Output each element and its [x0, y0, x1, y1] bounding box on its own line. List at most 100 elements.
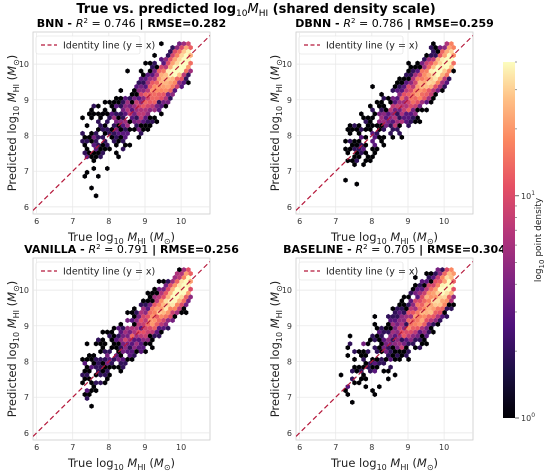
- hexbin-cell: [383, 123, 389, 129]
- hexbin-cell: [449, 290, 454, 296]
- panel-title: BASELINE - R2 = 0.705 | RMSE=0.304: [283, 243, 506, 256]
- hexbin-cell: [424, 84, 429, 90]
- hexbin-cell: [107, 356, 112, 362]
- hexbin-cell: [406, 115, 411, 121]
- hexbin-cell: [125, 68, 130, 74]
- hexbin-cell: [413, 80, 418, 86]
- hexbin-cell: [408, 95, 414, 101]
- hexbin-cell: [446, 271, 452, 277]
- hexbin-cell: [408, 290, 414, 296]
- x-tick-label: 9: [405, 443, 410, 452]
- x-tick-label: 10: [176, 217, 186, 226]
- hexbin-cell: [417, 95, 423, 101]
- hexbin-cell: [102, 341, 108, 347]
- hexbin-cell: [89, 107, 94, 113]
- hexbin-cell: [102, 130, 108, 136]
- hexbin-cell: [388, 364, 393, 370]
- hexbin-cell: [82, 376, 88, 382]
- hexbin-cell: [114, 134, 119, 140]
- hexbin-cell: [444, 282, 450, 288]
- hexbin-cell: [89, 364, 94, 370]
- hexbin-cell: [440, 306, 445, 312]
- hexbin-cell: [408, 103, 414, 109]
- hexbin-cell: [381, 142, 387, 148]
- hexbin-cell: [114, 126, 119, 133]
- hexbin-cell: [168, 282, 173, 288]
- hexbin-cell: [152, 325, 157, 331]
- hexbin-cell: [147, 84, 153, 90]
- hexbin-cell: [145, 337, 151, 343]
- hexbin-cell: [138, 107, 144, 113]
- hexbin-cell: [395, 345, 400, 351]
- hexbin-cell: [186, 274, 191, 281]
- hexbin-cell: [89, 185, 94, 191]
- hexbin-cell: [442, 294, 447, 300]
- hexbin-cell: [406, 107, 411, 113]
- hexbin-cell: [163, 313, 169, 320]
- panel-baseline: Identity line (y = x) BASELINE - R2 = 0.7…: [268, 243, 506, 472]
- hexbin-cell: [181, 298, 187, 304]
- hexbin-cell: [374, 130, 380, 136]
- hexbin-cell: [138, 84, 144, 90]
- hexbin-cell: [370, 138, 375, 144]
- hexbin-cell: [428, 84, 434, 90]
- hexbin-cell: [145, 126, 151, 133]
- hexbin-cell: [377, 384, 382, 390]
- hexbin-cell: [426, 282, 432, 288]
- hexbin-cell: [143, 91, 148, 97]
- hexbin-cell: [379, 115, 384, 121]
- hexbin-cell: [168, 56, 173, 62]
- hexbin-cell: [96, 111, 101, 117]
- hexbin-cell: [401, 333, 407, 339]
- hexbin-cell: [165, 68, 171, 74]
- hexbin-cell: [181, 290, 187, 296]
- hexbin-cell: [442, 76, 447, 82]
- hexbin-cell: [406, 302, 411, 308]
- hexbin-cell: [406, 84, 411, 90]
- hexbin-cell: [392, 349, 398, 355]
- hexbin-cell: [426, 313, 432, 320]
- hexbin-cell: [352, 154, 357, 160]
- hexbin-cell: [395, 95, 400, 101]
- hexbin-cell: [152, 99, 157, 105]
- hexbin-cell: [408, 329, 414, 335]
- hexbin-cell: [181, 306, 187, 312]
- hexbin-cell: [377, 360, 382, 366]
- panel-dbnn: Identity line (y = x) DBNN - R2 = 0.786 |…: [268, 17, 494, 246]
- x-tick-label: 10: [439, 443, 449, 452]
- hexbin-cell: [444, 72, 450, 78]
- hexbin-cell: [141, 298, 146, 304]
- hexbin-cell: [161, 68, 166, 74]
- hexbin-cell: [437, 60, 443, 66]
- hexbin-cell: [392, 325, 398, 331]
- hexbin-cell: [449, 267, 454, 273]
- hexbin-cell: [107, 99, 112, 105]
- hexbin-cell: [431, 329, 436, 335]
- hexbin-cell: [172, 282, 178, 288]
- hexbin-cell: [93, 388, 99, 394]
- hexbin-cell: [181, 72, 187, 78]
- hexbin-cell: [147, 76, 153, 82]
- hexbin-cell: [377, 337, 382, 343]
- hexbin-cell: [437, 286, 443, 292]
- x-tick-label: 10: [439, 217, 449, 226]
- hexbin-cell: [100, 126, 106, 133]
- hexbin-cell: [127, 126, 133, 133]
- hexbin-cell: [386, 111, 391, 117]
- hexbin-cell: [379, 91, 384, 97]
- hexbin-cell: [143, 341, 148, 347]
- hexbin-cell: [350, 368, 355, 374]
- hexbin-cell: [365, 115, 371, 121]
- hexbin-cell: [356, 364, 362, 370]
- hexbin-cell: [89, 138, 94, 144]
- hexbin-cell: [356, 380, 362, 386]
- hexbin-cell: [431, 80, 436, 86]
- hexbin-cell: [111, 333, 117, 339]
- hexbin-cell: [161, 99, 166, 105]
- hexbin-cell: [352, 380, 357, 386]
- hexbin-cell: [399, 352, 405, 359]
- hexbin-cell: [345, 126, 351, 133]
- hexbin-cell: [428, 325, 434, 331]
- hexbin-cell: [172, 48, 178, 55]
- hexbin-cell: [170, 278, 175, 284]
